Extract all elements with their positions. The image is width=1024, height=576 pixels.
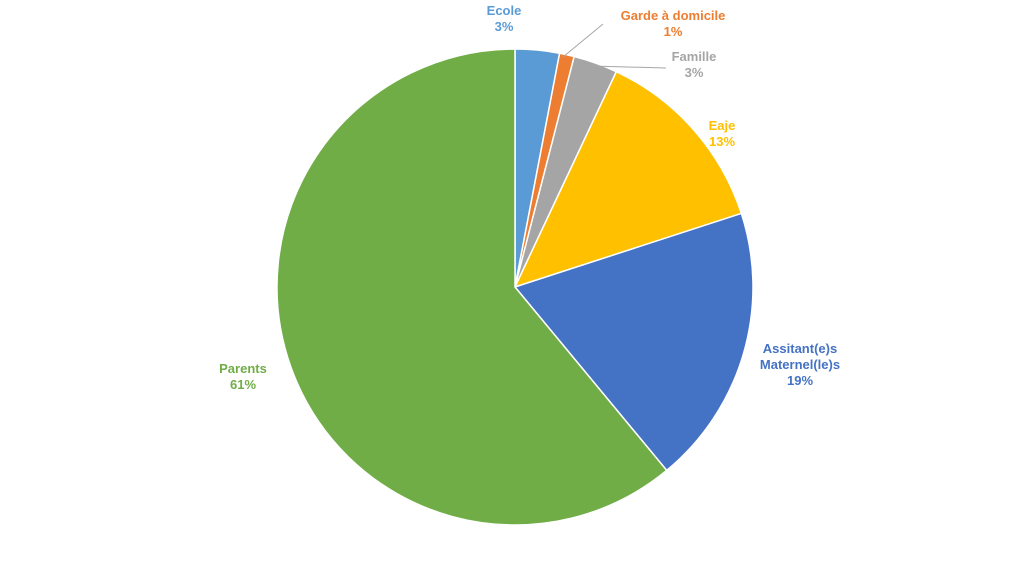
pie-slice [276,48,668,526]
label-value: 19% [786,373,814,388]
data-label: Ecole 3% [474,3,534,35]
label-name: Ecole [486,3,522,18]
data-label: Assitant(e)s Maternel(le)s 19% [740,341,860,389]
data-label: Eaje 13% [692,118,752,150]
label-value: 13% [708,134,736,149]
data-label: Famille 3% [654,49,734,81]
label-name: Parents [219,361,267,376]
label-value: 1% [663,24,683,39]
pie-slice [513,70,743,289]
leader-line [591,65,667,69]
label-value: 3% [684,65,704,80]
leader-line [562,23,604,58]
label-name: Garde à domicile [620,8,726,23]
label-value: 61% [229,377,257,392]
pie-slice [513,212,754,472]
label-value: 3% [494,19,514,34]
label-name: Eaje [708,118,736,133]
data-label: Garde à domicile 1% [603,8,743,40]
label-name: Assitant(e)s Maternel(le)s [759,341,841,372]
data-label: Parents 61% [203,361,283,393]
label-name: Famille [671,49,717,64]
